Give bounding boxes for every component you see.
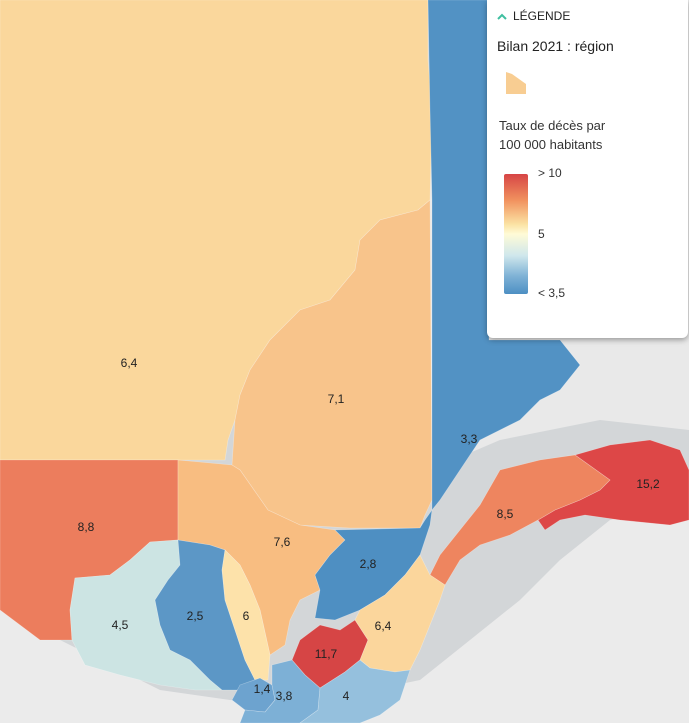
legend-metric-line2: 100 000 habitants: [499, 137, 603, 152]
chevron-up-icon: [497, 13, 507, 20]
region-shape-swatch-icon: [506, 72, 526, 94]
legend-toggle[interactable]: LÉGENDE: [497, 9, 570, 23]
legend-title: Bilan 2021 : région: [497, 38, 614, 54]
legend-metric-label: Taux de décès par 100 000 habitants: [499, 116, 679, 154]
label-gaspesie: 15,2: [636, 477, 660, 491]
legend-tick-mid: 5: [538, 227, 545, 241]
label-montreal: 1,4: [254, 682, 271, 696]
label-laurentides: 2,5: [187, 609, 204, 623]
legend-tick-high: > 10: [538, 166, 562, 180]
region-monteregie[interactable]: [239, 659, 321, 723]
region-bas-saint-laurent[interactable]: [429, 454, 611, 586]
label-centre-du-quebec: 11,7: [315, 647, 338, 661]
label-capitale-nationale: 2,8: [360, 557, 377, 571]
label-nord-du-quebec: 6,4: [121, 356, 138, 370]
label-bas-saint-laurent: 8,5: [497, 507, 514, 521]
legend-tick-low: < 3,5: [538, 286, 566, 300]
label-chaudiere-appalaches: 6,4: [375, 619, 392, 633]
label-mauricie: 7,6: [274, 535, 291, 549]
legend-header-label: LÉGENDE: [513, 9, 571, 23]
legend-panel: LÉGENDE Bilan 2021 : région Taux de décè…: [487, 0, 688, 338]
label-estrie: 4: [343, 689, 350, 703]
region-saguenay[interactable]: [231, 199, 433, 529]
label-abitibi: 8,8: [78, 520, 95, 534]
label-cote-nord: 3,3: [461, 432, 478, 446]
label-lanaudiere: 6: [243, 609, 250, 623]
label-outaouais: 4,5: [112, 618, 129, 632]
region-estrie[interactable]: [299, 659, 411, 723]
region-cote-nord[interactable]: [427, 0, 581, 511]
label-monteregie: 3,8: [276, 689, 293, 703]
legend-metric-line1: Taux de décès par: [499, 118, 606, 133]
legend-color-scale: [504, 174, 528, 294]
background-land-south: [0, 500, 689, 723]
label-saguenay: 7,1: [328, 392, 345, 406]
